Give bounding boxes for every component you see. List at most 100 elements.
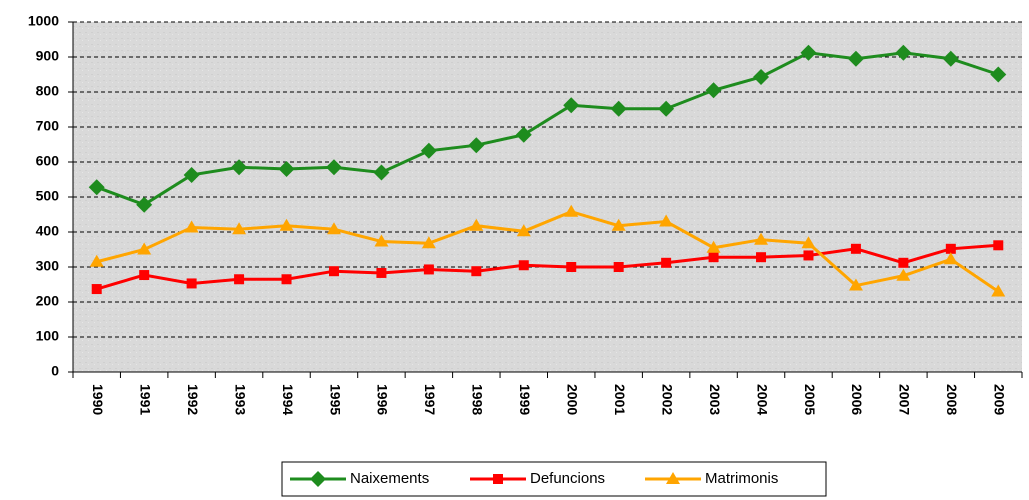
x-tick-label: 2003 xyxy=(707,384,723,415)
data-point xyxy=(896,268,911,281)
data-point xyxy=(943,252,958,265)
x-tick-label: 2007 xyxy=(897,384,913,415)
y-tick-label: 600 xyxy=(36,153,60,169)
data-point xyxy=(376,267,387,278)
data-point xyxy=(89,254,104,267)
y-tick-label: 300 xyxy=(36,258,60,274)
data-point xyxy=(420,142,437,159)
data-point xyxy=(471,266,482,277)
data-point xyxy=(469,218,484,231)
data-point xyxy=(325,159,342,176)
x-tick-label: 1990 xyxy=(90,384,106,415)
data-point xyxy=(183,166,200,183)
data-point xyxy=(991,284,1006,297)
legend-marker xyxy=(310,471,326,487)
data-point xyxy=(326,222,341,235)
x-tick-label: 1996 xyxy=(375,384,391,415)
data-point xyxy=(756,252,767,263)
data-point xyxy=(279,218,294,231)
data-point xyxy=(137,242,152,255)
data-point xyxy=(186,278,197,289)
x-tick-label: 1995 xyxy=(327,384,343,415)
data-point xyxy=(564,204,579,217)
y-tick-label: 0 xyxy=(51,363,59,379)
legend-marker xyxy=(666,472,680,484)
y-tick-label: 1000 xyxy=(28,13,59,29)
data-point xyxy=(800,44,817,61)
data-point xyxy=(563,97,580,114)
data-point xyxy=(184,220,199,233)
data-point xyxy=(88,179,105,196)
x-tick-label: 2006 xyxy=(849,384,865,415)
x-tick-label: 1998 xyxy=(470,384,486,415)
y-tick-label: 400 xyxy=(36,223,60,239)
legend-marker xyxy=(493,474,503,484)
data-point xyxy=(803,250,814,261)
data-point xyxy=(848,278,863,291)
data-point xyxy=(847,50,864,67)
x-tick-label: 2001 xyxy=(612,384,628,415)
data-point xyxy=(898,257,909,268)
legend-label: Naixements xyxy=(350,470,429,487)
x-tick-label: 1994 xyxy=(280,384,296,415)
data-point xyxy=(659,214,674,227)
data-point xyxy=(328,266,339,277)
y-tick-label: 500 xyxy=(36,188,60,204)
data-point xyxy=(91,284,102,295)
data-point xyxy=(373,164,390,181)
x-tick-label: 2002 xyxy=(659,384,675,415)
x-tick-label: 1997 xyxy=(422,384,438,415)
legend-label: Matrimonis xyxy=(705,470,778,487)
legend-label: Defuncions xyxy=(530,470,605,487)
series-line xyxy=(96,243,999,291)
data-point xyxy=(990,66,1007,83)
data-point xyxy=(518,260,529,271)
x-tick-label: 1991 xyxy=(137,384,153,415)
data-point xyxy=(706,240,721,253)
data-point xyxy=(611,218,626,231)
series-line xyxy=(96,51,999,207)
data-point xyxy=(516,224,531,237)
data-point xyxy=(566,262,577,272)
data-point xyxy=(231,159,248,176)
data-point xyxy=(423,264,434,275)
x-tick-label: 1992 xyxy=(185,384,201,415)
data-point xyxy=(610,100,627,117)
x-tick-label: 2008 xyxy=(944,384,960,415)
data-point xyxy=(708,252,719,263)
data-point xyxy=(232,222,247,235)
y-tick-label: 900 xyxy=(36,48,60,64)
data-point xyxy=(661,257,672,268)
data-point xyxy=(613,262,624,272)
data-point xyxy=(705,82,722,99)
data-point xyxy=(850,243,861,254)
x-tick-label: 2000 xyxy=(565,384,581,415)
plot-area xyxy=(73,22,1022,372)
data-point xyxy=(754,232,769,245)
data-point xyxy=(942,50,959,67)
x-tick-label: 2005 xyxy=(802,384,818,415)
data-point xyxy=(278,161,295,177)
data-point xyxy=(421,236,436,249)
x-tick-label: 1993 xyxy=(232,384,248,415)
y-tick-label: 200 xyxy=(36,293,60,309)
data-point xyxy=(281,274,292,285)
x-tick-label: 2004 xyxy=(754,384,770,415)
data-point xyxy=(801,236,816,249)
series-line xyxy=(96,210,1000,293)
data-point xyxy=(658,100,675,117)
y-tick-label: 800 xyxy=(36,83,60,99)
data-point xyxy=(136,196,153,213)
data-point xyxy=(993,240,1004,251)
data-point xyxy=(234,274,245,285)
data-point xyxy=(753,68,770,85)
y-tick-label: 700 xyxy=(36,118,60,134)
x-tick-label: 2009 xyxy=(992,384,1008,415)
data-point xyxy=(139,270,150,281)
y-tick-label: 100 xyxy=(36,328,60,344)
x-tick-label: 1999 xyxy=(517,384,533,415)
data-point xyxy=(374,234,389,247)
legend-box xyxy=(281,461,827,497)
data-point xyxy=(945,243,956,254)
